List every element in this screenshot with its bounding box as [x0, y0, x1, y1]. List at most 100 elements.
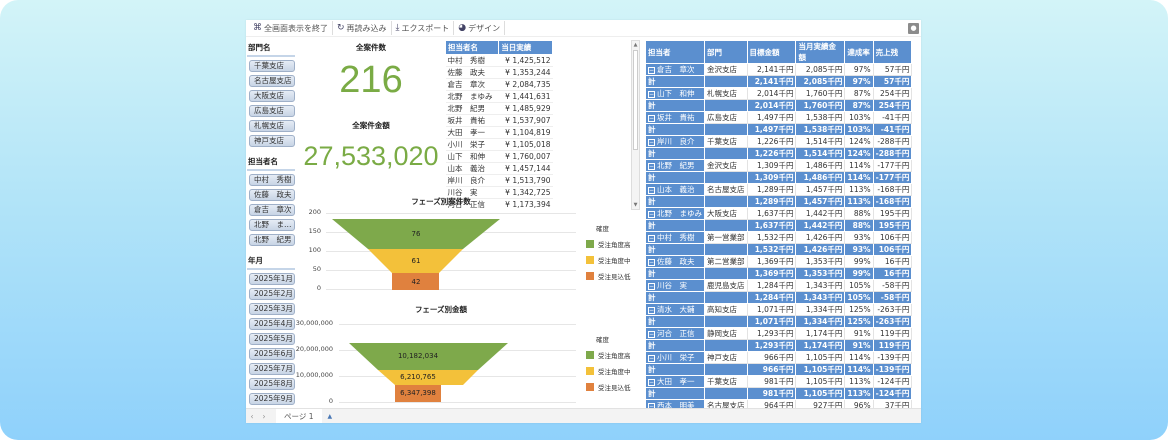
- pivot-person-cell[interactable]: − 清水 大輔: [645, 303, 705, 316]
- column-header[interactable]: 担当者名: [445, 40, 500, 55]
- filter-dept-item[interactable]: 広島支店: [249, 105, 295, 117]
- filter-month-item[interactable]: 2025年5月: [249, 333, 295, 345]
- pivot-person-cell[interactable]: − 北野 紀男: [645, 159, 705, 172]
- column-header[interactable]: 当日実績: [498, 40, 553, 55]
- pivot-person-cell[interactable]: − 中村 秀樹: [645, 231, 705, 244]
- filter-month-item[interactable]: 2025年8月: [249, 378, 295, 390]
- person-name: 中村 秀樹: [657, 233, 695, 242]
- scrollbar-thumb[interactable]: [633, 50, 638, 150]
- legend-item[interactable]: 受注見込低: [586, 271, 631, 281]
- filter-month-item[interactable]: 2025年6月: [249, 348, 295, 360]
- filter-dept-item[interactable]: 神戸支店: [249, 135, 295, 147]
- filter-person-item[interactable]: 倉吉 章次: [249, 204, 295, 216]
- pivot-person-cell[interactable]: − 坂井 貴祐: [645, 111, 705, 124]
- collapse-icon[interactable]: −: [648, 234, 655, 242]
- funnel-segment-high[interactable]: [332, 219, 500, 249]
- export-button[interactable]: ⤓ エクスポート: [392, 21, 455, 35]
- page-menu-icon[interactable]: ▲: [327, 412, 333, 420]
- legend-item[interactable]: 受注角度中: [586, 366, 631, 376]
- funnel-segment-low[interactable]: [395, 385, 441, 402]
- collapse-icon[interactable]: −: [648, 162, 655, 170]
- column-header[interactable]: 目標金額: [746, 40, 797, 64]
- funnel-segment-mid[interactable]: [378, 370, 478, 385]
- pivot-person-cell[interactable]: − 山本 義治: [645, 183, 705, 196]
- subtotal-rate: 105%: [844, 291, 874, 304]
- pivot-person-cell[interactable]: − 岸川 良介: [645, 135, 705, 148]
- next-page-icon[interactable]: ›: [262, 411, 266, 421]
- scroll-up-arrow-icon[interactable]: ▲: [633, 42, 638, 48]
- pivot-person-cell[interactable]: − 倉吉 章次: [645, 63, 705, 76]
- legend-item[interactable]: 受注角度中: [586, 255, 631, 265]
- dept-cell: 大阪支店: [704, 207, 748, 220]
- column-header[interactable]: 当月実績金額: [795, 40, 846, 64]
- filter-person-item[interactable]: 中村 秀樹: [249, 174, 295, 186]
- collapse-icon[interactable]: −: [648, 114, 655, 122]
- column-header[interactable]: 部門: [704, 40, 748, 64]
- reload-icon: ↻: [337, 23, 345, 33]
- scroll-down-arrow-icon[interactable]: ▼: [633, 202, 638, 208]
- column-header[interactable]: 達成率: [844, 40, 874, 64]
- pivot-person-cell[interactable]: − 北野 まゆみ: [645, 207, 705, 220]
- filter-person-item[interactable]: 北野 ま…: [249, 219, 295, 231]
- filter-dept-item[interactable]: 千葉支店: [249, 60, 295, 72]
- subtotal-actual: 1,105千円: [795, 363, 846, 376]
- exit-fullscreen-button[interactable]: ⌘ 全画面表示を終了: [249, 21, 333, 35]
- filter-dept-item[interactable]: 札幌支店: [249, 120, 295, 132]
- collapse-icon[interactable]: −: [648, 258, 655, 266]
- subtotal-rate: 125%: [844, 315, 874, 328]
- filter-dept-item[interactable]: 名古屋支店: [249, 75, 295, 87]
- filter-person-item[interactable]: 佐藤 政夫: [249, 189, 295, 201]
- funnel-segment-low[interactable]: [392, 273, 439, 290]
- reload-button[interactable]: ↻ 再読み込み: [333, 21, 392, 35]
- legend-label: 受注見込低: [598, 273, 631, 281]
- comment-button[interactable]: ●: [908, 23, 919, 34]
- cell-value: ¥ 1,485,929: [498, 102, 553, 115]
- chart-title: フェーズ別金額: [414, 305, 468, 314]
- column-header[interactable]: 担当者: [645, 40, 705, 64]
- prev-page-icon[interactable]: ‹: [250, 411, 254, 421]
- funnel-segment-high[interactable]: [349, 343, 508, 370]
- column-header[interactable]: 売上残: [872, 40, 913, 64]
- person-name: 西本 明美: [657, 401, 695, 410]
- design-button[interactable]: ◕ デザイン: [454, 21, 506, 35]
- target-cell: 1,309千円: [746, 159, 797, 172]
- collapse-icon[interactable]: −: [648, 282, 655, 290]
- collapse-icon[interactable]: −: [648, 354, 655, 362]
- pivot-person-cell[interactable]: − 河合 正信: [645, 327, 705, 340]
- collapse-icon[interactable]: −: [648, 210, 655, 218]
- pivot-person-cell[interactable]: − 佐藤 政夫: [645, 255, 705, 268]
- dept-cell: 第二営業部: [704, 255, 748, 268]
- pivot-person-cell[interactable]: − 小川 栄子: [645, 351, 705, 364]
- collapse-icon[interactable]: −: [648, 378, 655, 386]
- collapse-icon[interactable]: −: [648, 306, 655, 314]
- funnel-segment-mid[interactable]: [368, 249, 463, 273]
- collapse-icon[interactable]: −: [648, 330, 655, 338]
- filter-month-item[interactable]: 2025年4月: [249, 318, 295, 330]
- filter-dept-item[interactable]: 大阪支店: [249, 90, 295, 102]
- filter-month-item[interactable]: 2025年9月: [249, 393, 295, 405]
- filter-month-item[interactable]: 2025年3月: [249, 303, 295, 315]
- cell-name: 大田 孝一: [445, 126, 499, 139]
- dashboard-window: ⌘ 全画面表示を終了 ↻ 再読み込み ⤓ エクスポート ◕ デザイン ● 部門名…: [246, 20, 921, 423]
- legend-item[interactable]: 受注角度高: [586, 350, 631, 360]
- subtotal-remain: -139千円: [872, 363, 913, 376]
- filter-month-item[interactable]: 2025年7月: [249, 363, 295, 375]
- filter-month-item[interactable]: 2025年1月: [249, 273, 295, 285]
- filter-person-item[interactable]: 北野 紀男: [249, 234, 295, 246]
- legend-item[interactable]: 受注見込低: [586, 382, 631, 392]
- filter-month-item[interactable]: 2025年2月: [249, 288, 295, 300]
- collapse-icon[interactable]: −: [648, 90, 655, 98]
- pivot-person-cell[interactable]: − 川谷 実: [645, 279, 705, 292]
- subtotal-rate: 87%: [844, 99, 874, 112]
- subtotal-label: 計: [645, 195, 705, 208]
- collapse-icon[interactable]: −: [648, 186, 655, 194]
- subtotal-rate: 113%: [844, 387, 874, 400]
- legend-item[interactable]: 受注角度高: [586, 239, 631, 249]
- person-name: 北野 まゆみ: [657, 209, 702, 218]
- pivot-person-cell[interactable]: − 大田 孝一: [645, 375, 705, 388]
- page-tab[interactable]: ページ 1: [276, 408, 322, 423]
- collapse-icon[interactable]: −: [648, 66, 655, 74]
- collapse-icon[interactable]: −: [648, 138, 655, 146]
- daily-table-scrollbar[interactable]: ▲ ▼: [631, 40, 640, 210]
- pivot-person-cell[interactable]: − 山下 和伸: [645, 87, 705, 100]
